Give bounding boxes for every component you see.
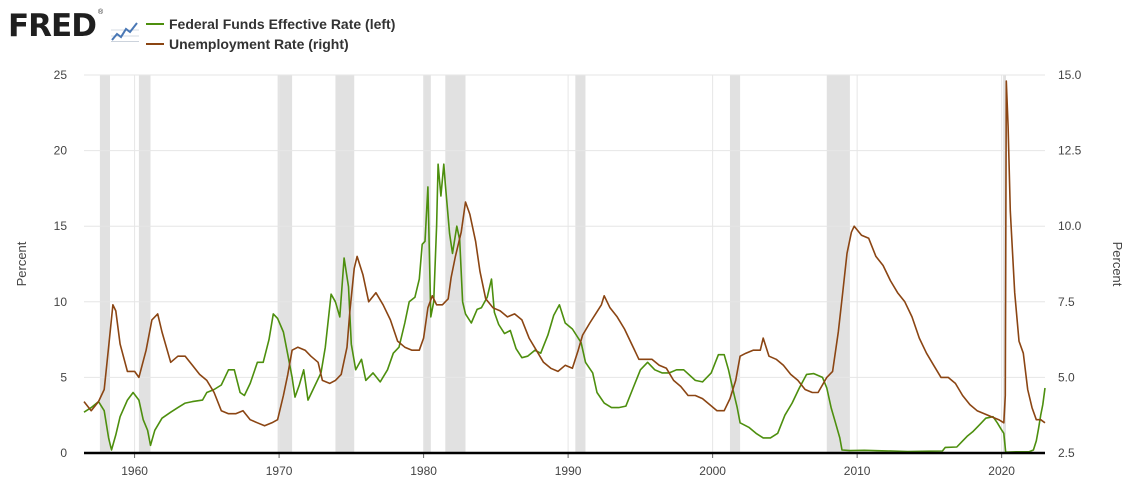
recession-band (826, 75, 850, 453)
fred-graph-icon (111, 20, 139, 42)
x-tick-label: 1960 (121, 464, 148, 478)
series-line-unrate (83, 80, 1046, 427)
x-tick-label: 2000 (699, 464, 726, 478)
legend-swatch-fedfunds (146, 23, 164, 25)
y-left-tick-label: 5 (60, 370, 67, 384)
recession-band (423, 75, 431, 453)
recession-band (575, 75, 586, 453)
y-left-tick-label: 10 (54, 295, 68, 309)
legend-label-unrate: Unemployment Rate (right) (169, 36, 349, 52)
legend-label-fedfunds: Federal Funds Effective Rate (left) (169, 16, 396, 32)
y-right-tick-label: 7.5 (1058, 295, 1075, 309)
y-left-tick-label: 25 (54, 68, 68, 82)
y-right-tick-label: 2.5 (1058, 446, 1075, 460)
x-tick-label: 1970 (266, 464, 293, 478)
recession-band (277, 75, 293, 453)
recession-band (729, 75, 741, 453)
y-right-tick-label: 5.0 (1058, 370, 1075, 384)
recession-band (99, 75, 111, 453)
x-tick-label: 1980 (410, 464, 437, 478)
chart-legend: Federal Funds Effective Rate (left) Unem… (146, 14, 395, 54)
y-right-axis-title: Percent (1110, 242, 1125, 287)
x-tick-label: 2020 (988, 464, 1015, 478)
recession-band (1003, 75, 1006, 453)
recession-band (445, 75, 466, 453)
x-tick-label: 2010 (844, 464, 871, 478)
legend-swatch-unrate (146, 43, 164, 45)
y-left-tick-label: 15 (54, 219, 68, 233)
y-right-tick-label: 12.5 (1058, 144, 1082, 158)
registered-mark: ® (98, 9, 104, 16)
legend-item-unrate[interactable]: Unemployment Rate (right) (146, 34, 395, 54)
fred-logo[interactable]: FRED ® (8, 8, 139, 44)
y-right-tick-label: 10.0 (1058, 219, 1082, 233)
legend-item-fedfunds[interactable]: Federal Funds Effective Rate (left) (146, 14, 395, 34)
y-left-tick-label: 0 (60, 446, 67, 460)
series-line-fedfunds (83, 163, 1046, 454)
y-left-axis-title: Percent (14, 241, 29, 286)
y-left-tick-label: 20 (54, 144, 68, 158)
x-tick-label: 1990 (555, 464, 582, 478)
recession-band (138, 75, 151, 453)
y-right-tick-label: 15.0 (1058, 68, 1082, 82)
fred-logo-text: FRED (8, 8, 97, 44)
